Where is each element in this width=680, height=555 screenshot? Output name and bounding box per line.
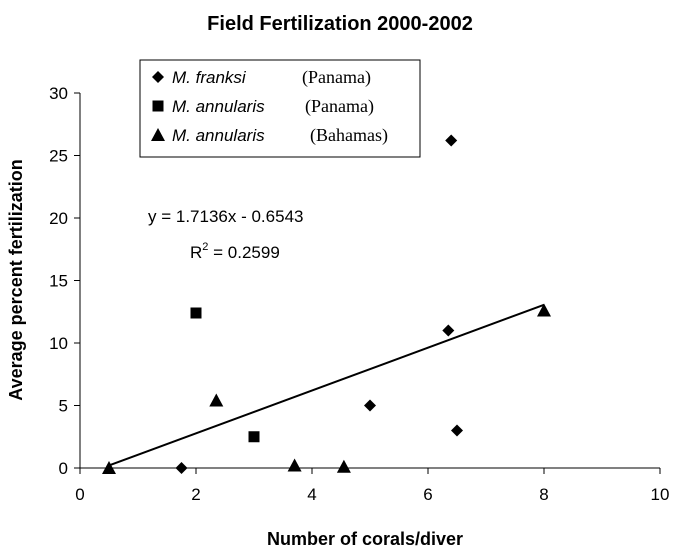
point: [445, 134, 458, 147]
x-tick-label: 8: [539, 485, 548, 504]
point: [287, 458, 302, 472]
trendline: [108, 303, 545, 467]
y-tick-label: 25: [49, 147, 68, 166]
r-squared-sup: 2: [202, 241, 208, 253]
legend-marker: [151, 128, 165, 141]
legend-marker: [152, 71, 164, 83]
r-squared-base: R: [190, 243, 202, 262]
legend-box: [139, 59, 421, 158]
x-tick-label: 2: [191, 485, 200, 504]
y-tick-label: 20: [49, 209, 68, 228]
legend-region: (Bahamas): [310, 125, 388, 146]
x-axis-label: Number of corals/diver: [267, 529, 463, 549]
y-axis-label: Average percent fertilization: [6, 159, 26, 400]
point: [209, 393, 224, 407]
point: [175, 462, 188, 474]
y-tick-label: 15: [49, 272, 68, 291]
point: [336, 459, 351, 473]
point: [248, 431, 260, 443]
point: [102, 461, 116, 474]
point: [537, 303, 551, 317]
legend-region: (Panama): [302, 67, 371, 88]
legend-label: M. annularis: [172, 97, 265, 116]
y-tick-label: 30: [49, 84, 68, 103]
x-tick-label: 6: [423, 485, 432, 504]
chart-title: Field Fertilization 2000-2002: [207, 13, 473, 35]
y-tick-label: 10: [49, 334, 68, 353]
x-tick-label: 0: [75, 485, 84, 504]
legend-region: (Panama): [305, 96, 374, 117]
r-squared: R2 = 0.2599: [190, 241, 280, 262]
point: [442, 324, 455, 337]
point: [451, 424, 463, 437]
point: [364, 399, 376, 412]
y-tick-label: 0: [59, 459, 68, 478]
legend-label: M. franksi: [172, 68, 247, 87]
x-tick-label: 4: [307, 485, 316, 504]
legend-marker: [152, 100, 164, 112]
trendline-equation: y = 1.7136x - 0.6543: [148, 207, 303, 226]
legend-label: M. annularis: [172, 126, 265, 145]
y-tick-label: 5: [59, 397, 68, 416]
r-squared-rest: = 0.2599: [208, 243, 279, 262]
x-tick-label: 10: [651, 485, 670, 504]
point: [190, 307, 202, 319]
